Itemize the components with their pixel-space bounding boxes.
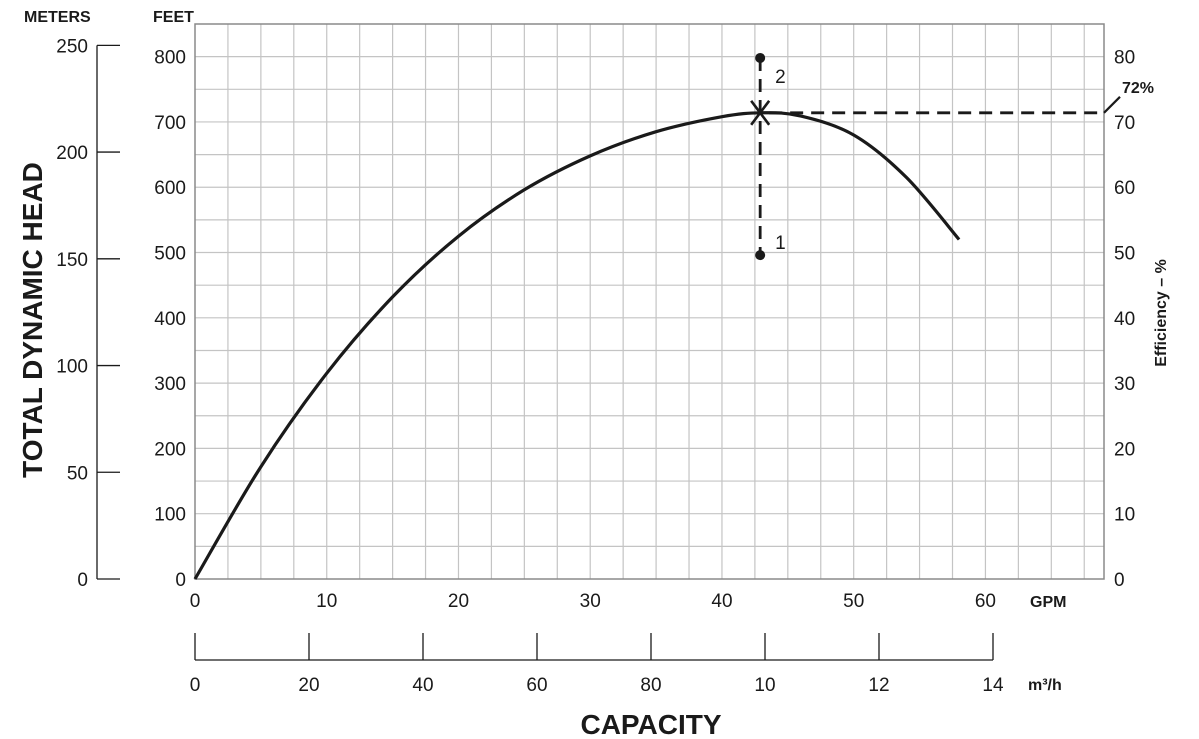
grid [195,24,1104,579]
feet-tick-label: 700 [154,113,186,134]
efficiency-axis: 0 10 20 30 40 50 60 70 80 [1114,48,1135,591]
m3h-tick-label: 20 [298,675,319,696]
feet-tick-label: 400 [154,309,186,330]
peak-x-marker [750,100,771,126]
gpm-tick-label: 30 [580,591,601,612]
m3h-tick-label: 60 [526,675,547,696]
efficiency-tick-label: 30 [1114,374,1135,395]
point-2-label: 2 [775,67,786,88]
gpm-axis: 0 10 20 30 40 50 60 [190,591,996,612]
meters-tick-label: 250 [56,36,88,57]
feet-tick-label: 600 [154,178,186,199]
gpm-tick-label: 20 [448,591,469,612]
feet-axis: 0 100 200 300 400 500 600 700 800 [154,48,186,591]
m3h-tick-label: 10 [754,675,775,696]
meters-tick-label: 150 [56,250,88,271]
meters-unit-label: METERS [24,9,91,26]
efficiency-tick-label: 60 [1114,178,1135,199]
point-1-label: 1 [775,233,786,254]
meters-tick-label: 0 [77,570,88,591]
feet-tick-label: 300 [154,374,186,395]
m3h-tick-label: 14 [982,675,1004,696]
meters-tick-label: 200 [56,143,88,164]
efficiency-tick-label: 40 [1114,309,1135,330]
plot-frame [194,23,1105,580]
gpm-unit-label: GPM [1030,594,1066,611]
leader-line [1103,96,1121,114]
efficiency-axis-title: Efficiency – % [1153,259,1170,367]
gpm-tick-label: 10 [316,591,337,612]
m3h-tick-label: 40 [412,675,433,696]
efficiency-tick-label: 80 [1114,48,1135,69]
feet-unit-label: FEET [153,9,194,26]
meters-axis: 0 50 100 150 200 250 [56,36,120,591]
m3h-axis: 0 20 40 60 80 10 12 14 [190,633,1004,696]
x-axis-title: CAPACITY [580,709,721,739]
point-1-marker [755,250,766,261]
efficiency-tick-label: 50 [1114,244,1135,265]
meters-tick-label: 100 [56,357,88,378]
m3h-tick-label: 0 [190,675,201,696]
efficiency-tick-label: 70 [1114,113,1135,134]
y-axis-title: TOTAL DYNAMIC HEAD [17,162,48,478]
efficiency-tick-label: 0 [1114,570,1125,591]
m3h-unit-label: m³/h [1028,677,1062,694]
feet-tick-label: 100 [154,505,186,526]
feet-tick-label: 500 [154,244,186,265]
annotations: 1 2 72% [750,52,1154,261]
efficiency-curve [193,111,961,580]
gpm-tick-label: 0 [190,591,201,612]
m3h-tick-label: 12 [868,675,889,696]
efficiency-tick-label: 20 [1114,439,1135,460]
peak-efficiency-label: 72% [1122,80,1154,97]
point-2-marker [755,52,766,63]
feet-tick-label: 800 [154,48,186,69]
gpm-tick-label: 40 [711,591,732,612]
gpm-tick-label: 50 [843,591,864,612]
gpm-tick-label: 60 [975,591,996,612]
feet-tick-label: 200 [154,439,186,460]
m3h-tick-label: 80 [640,675,661,696]
meters-tick-label: 50 [67,463,88,484]
efficiency-tick-label: 10 [1114,505,1135,526]
feet-tick-label: 0 [175,570,186,591]
